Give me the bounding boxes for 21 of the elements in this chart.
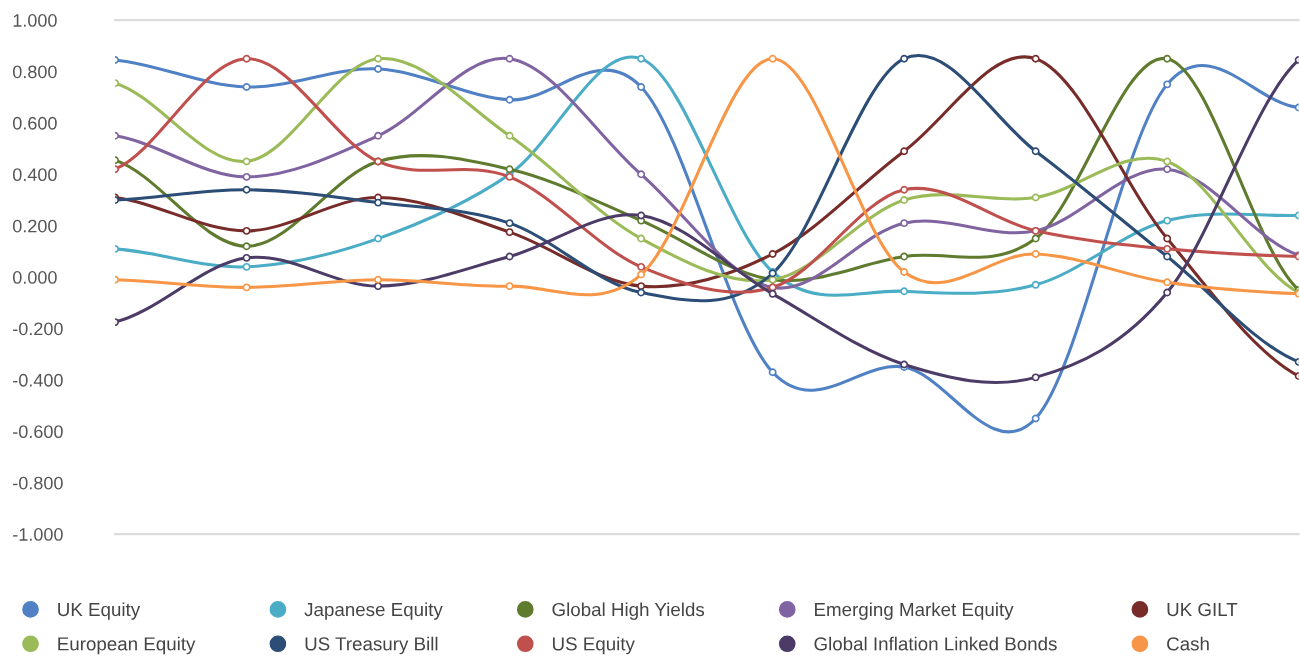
legend-label: UK Equity bbox=[58, 602, 141, 620]
legend-label: UK GILT bbox=[1167, 602, 1238, 617]
legend-label: Cash bbox=[1167, 636, 1209, 651]
y-tick-label: 0.600 bbox=[12, 116, 57, 130]
y-tick-label: -0.600 bbox=[13, 425, 63, 439]
y-tick-label: -0.200 bbox=[13, 322, 63, 336]
legend-label: Japanese Equity bbox=[304, 602, 443, 620]
y-tick-label: 0.200 bbox=[12, 219, 57, 233]
y-tick-label: 1.000 bbox=[13, 14, 57, 27]
legend-label: Global High Yields bbox=[552, 602, 705, 620]
y-tick-label: 0.800 bbox=[12, 65, 57, 79]
legend-label: Global Inflation Linked Bonds bbox=[814, 636, 1057, 651]
legend-label: US Treasury Bill bbox=[305, 636, 438, 655]
y-tick-label: -1.000 bbox=[13, 528, 63, 541]
y-tick-label: -0.400 bbox=[13, 373, 63, 387]
legend-label: Emerging Market Equity bbox=[815, 602, 1014, 620]
legend-label: US Equity bbox=[552, 636, 635, 655]
legend-label: European Equity bbox=[58, 636, 196, 655]
y-tick-label: 0.000 bbox=[12, 271, 57, 284]
y-tick-label: -0.800 bbox=[13, 476, 63, 490]
y-tick-label: 0.400 bbox=[12, 168, 57, 182]
